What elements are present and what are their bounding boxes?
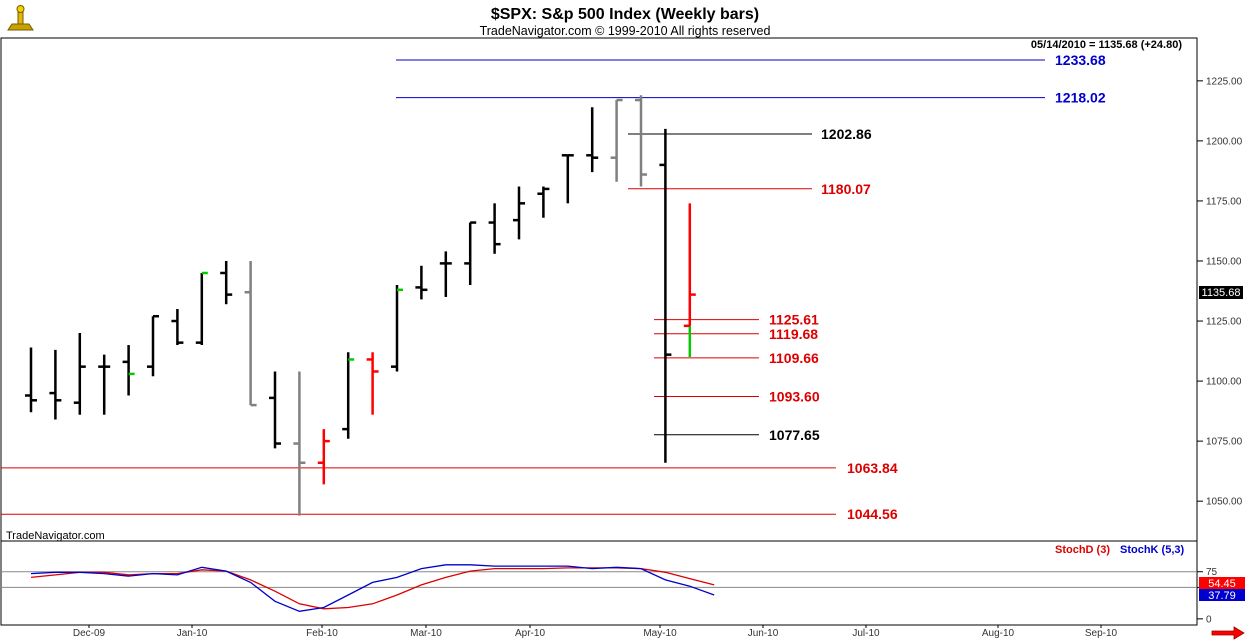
date-tick-label: Mar-10 [410,628,442,639]
level-label: 1218.02 [1055,90,1106,106]
date-tick-label: Aug-10 [982,628,1015,639]
price-bar [513,186,525,240]
scroll-right-arrow-icon[interactable] [1211,626,1245,640]
price-bar [49,349,62,420]
price-bar [244,260,257,407]
stochd-line [30,567,715,610]
date-tick-label: Feb-10 [306,628,338,639]
price-bar [439,251,452,298]
price-bar [635,95,647,187]
date-tick-label: Dec-09 [73,628,106,639]
level-label: 1119.68 [769,326,818,342]
price-tick-label: 1100.00 [1206,377,1242,388]
stochk-value-tag: 37.79 [1199,589,1245,602]
price-bar [464,221,477,285]
price-bar [659,128,672,463]
price-bar [366,352,379,415]
price-bar [293,371,306,516]
stochastic-lines [1,564,1197,612]
price-tick-label: 1225.00 [1206,76,1243,87]
quote-line: 05/14/2010 = 1135.68 (+24.80) [1031,39,1182,51]
price-tick-label: 1150.00 [1206,256,1242,267]
price-bar [317,429,330,485]
price-bar [342,352,355,439]
date-axis: Dec-09 Jan-10 Feb-10 Mar-10 Apr-10 May-10 Jun-… [73,625,1118,639]
stochd-value-tag: 54.45 [1199,577,1245,590]
price-bar [98,354,111,415]
stochastic-panel [0,540,1198,626]
price-bar [415,265,428,300]
chart-title: $SPX: S&p 500 Index (Weekly bars) [491,6,759,23]
level-lines: 1233.68 1218.02 1202.86 1180.07 1125.611119.… [1,52,1106,522]
price-bar [122,345,135,396]
price-bar [610,98,623,182]
chart-subtitle: TradeNavigator.com © 1999-2010 All right… [480,24,771,38]
date-tick-label: Sep-10 [1085,628,1118,639]
price-bar [25,347,37,413]
price-tick-label: 1200.00 [1206,136,1243,147]
date-tick-label: Jan-10 [177,628,208,639]
price-axis: 1225.00 1200.00 1175.00 1150.00 1125.00 1100.… [1197,76,1243,508]
price-bar [195,271,208,346]
date-tick-label: Jun-10 [748,628,779,639]
price-bar [391,285,403,372]
trade-navigator-logo [7,5,34,31]
price-bar [269,371,281,449]
level-label: 1202.86 [821,126,872,142]
level-label: 1063.84 [847,460,898,476]
ohlc-bars [25,95,696,516]
price-bar [73,333,86,415]
level-label: 1125.61 [769,312,819,328]
level-label: 1077.65 [769,427,820,443]
stochk-value: 37.79 [1208,590,1236,602]
stochk-legend: StochK (5,3) [1120,544,1185,556]
price-tick-label: 1175.00 [1206,196,1242,207]
stoch-tick-label: 75 [1206,567,1218,578]
date-tick-label: Apr-10 [515,628,545,639]
last-price-label: 1135.68 [1202,287,1241,299]
level-label: 1180.07 [821,181,871,197]
level-label: 1093.60 [769,388,820,404]
price-bar [488,203,501,254]
price-bar [537,186,550,218]
price-bar [147,314,159,377]
level-label: 1044.56 [847,506,898,522]
price-bar [586,107,599,173]
price-bar [171,309,184,346]
price-panel [0,37,1198,542]
price-tick-label: 1075.00 [1206,437,1243,448]
price-bar [220,260,233,305]
price-tick-label: 1125.00 [1206,317,1242,328]
stochd-legend: StochD (3) [1055,544,1110,556]
price-tick-label: 1050.00 [1206,497,1243,508]
last-price-tag: 1135.68 [1199,286,1243,299]
stochk-line [30,564,715,612]
price-bar [683,203,696,358]
stoch-tick-label: 0 [1206,614,1212,625]
stochd-value: 54.45 [1208,578,1236,590]
watermark-label: TradeNavigator.com [6,530,105,542]
level-label: 1233.68 [1055,52,1106,68]
price-bar [561,154,574,204]
level-label: 1109.66 [769,350,819,366]
date-tick-label: May-10 [643,628,677,639]
date-tick-label: Jul-10 [852,628,880,639]
